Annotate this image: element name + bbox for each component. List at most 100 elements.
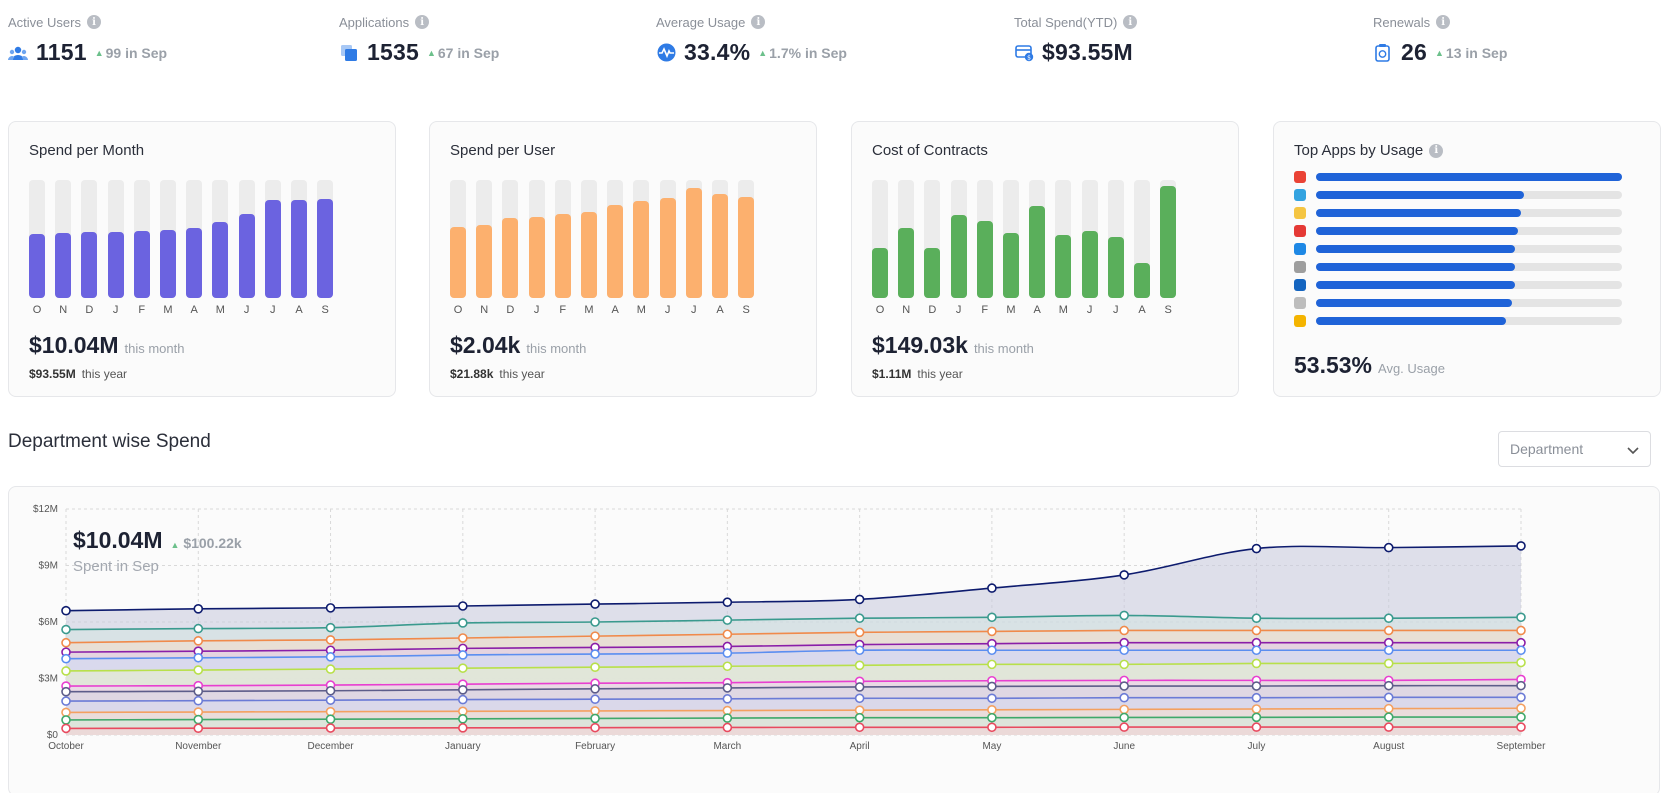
data-point <box>854 682 865 692</box>
data-point <box>61 637 71 648</box>
bar-label: M <box>215 304 225 316</box>
area-chart-svg: $0 $3M $6M $9M $12M October November December Ja… <box>33 504 1546 752</box>
info-icon[interactable]: i <box>1123 15 1138 29</box>
app-usage-row[interactable] <box>1294 276 1644 294</box>
app-usage-row[interactable] <box>1294 294 1644 312</box>
series-line <box>65 614 1522 631</box>
bar <box>1029 205 1046 298</box>
data-point <box>458 633 468 643</box>
card-top-apps: Top Apps by Usage i 53.53% Avg. Usage <box>1273 121 1661 397</box>
data-point <box>61 666 71 676</box>
data-point <box>590 599 600 609</box>
month-value: $10.04M <box>29 332 119 358</box>
kpi-label: Applications <box>339 14 410 30</box>
app-usage-row[interactable] <box>1294 312 1644 330</box>
department-select-value: Department <box>1510 441 1584 457</box>
data-point <box>1383 680 1394 691</box>
x-tick-label: October <box>48 741 84 752</box>
data-point <box>193 652 204 663</box>
data-point <box>1516 625 1526 636</box>
data-point <box>1516 612 1526 623</box>
bar <box>1055 235 1072 298</box>
data-point <box>854 722 865 733</box>
chart-headline: $10.04M ▲ $100.22k Spent in Sep <box>73 527 242 575</box>
data-point <box>1251 645 1262 656</box>
bar-track <box>633 180 650 298</box>
bar-label: J <box>664 304 671 316</box>
usage-track <box>1316 173 1622 181</box>
bar-label: O <box>453 304 463 316</box>
app-7-icon <box>1294 279 1306 291</box>
bar-label: J <box>1113 304 1119 316</box>
up-arrow-icon: ▲ <box>94 47 104 58</box>
app-usage-row[interactable] <box>1294 258 1644 276</box>
data-point <box>1119 610 1129 621</box>
data-point <box>722 713 733 723</box>
x-tick-label: August <box>1373 741 1404 752</box>
app-2-icon <box>1294 189 1306 201</box>
app-usage-row[interactable] <box>1294 204 1644 222</box>
data-point <box>1119 704 1129 715</box>
info-icon[interactable]: i <box>751 15 766 29</box>
avg-usage-sub: Avg. Usage <box>1378 361 1445 376</box>
bar <box>450 227 466 298</box>
kpi-delta: 99 in Sep <box>105 44 168 61</box>
bar-track <box>712 180 728 298</box>
kpi-delta: 67 in Sep <box>437 44 500 61</box>
usage-bar <box>1316 281 1515 289</box>
bar-track <box>1107 180 1124 298</box>
data-point <box>722 597 733 608</box>
bar <box>502 217 519 298</box>
x-tick-label: July <box>1248 741 1266 752</box>
data-point <box>458 601 468 611</box>
bar-label: M <box>584 304 594 316</box>
bar <box>633 201 650 298</box>
kpi-value: 33.4% <box>684 39 751 65</box>
bar-label: S <box>321 304 329 316</box>
data-point <box>722 683 733 693</box>
chart-headline-delta: $100.22k <box>183 535 242 551</box>
app-usage-row[interactable] <box>1294 186 1644 204</box>
usage-bar <box>1316 191 1525 199</box>
info-icon[interactable]: i <box>86 15 101 29</box>
app-usage-row[interactable] <box>1294 222 1644 240</box>
data-point <box>1251 704 1262 714</box>
data-point <box>325 622 336 633</box>
bar-label: O <box>875 304 885 316</box>
card-cost-of-contracts: Cost of Contracts O N D J F M A M J J A S $149.03k t… <box>851 121 1239 397</box>
month-value: $2.04k <box>450 332 521 358</box>
usage-bar <box>1316 173 1622 181</box>
info-icon[interactable]: i <box>1436 15 1451 29</box>
bar-track <box>950 180 967 298</box>
bar-track <box>685 180 702 298</box>
info-icon[interactable]: i <box>415 15 430 29</box>
bar <box>712 194 728 298</box>
department-select[interactable]: Department <box>1498 431 1651 467</box>
app-usage-row[interactable] <box>1294 168 1644 186</box>
svg-text:$: $ <box>1027 55 1031 62</box>
data-point <box>61 686 71 697</box>
bar-track <box>898 180 915 298</box>
bar <box>291 200 307 298</box>
data-point <box>1119 722 1129 732</box>
app-8-icon <box>1294 297 1306 309</box>
up-arrow-icon: ▲ <box>426 47 436 58</box>
bar-track <box>160 180 176 298</box>
bar-track <box>1003 180 1019 298</box>
data-point <box>458 723 468 733</box>
bar <box>81 231 98 298</box>
bar-label: S <box>1164 304 1172 316</box>
app-usage-row[interactable] <box>1294 240 1644 258</box>
bar-track <box>107 180 124 298</box>
bar <box>685 188 702 298</box>
series-line <box>65 545 1522 612</box>
info-icon[interactable]: i <box>1429 143 1444 158</box>
chart-headline-sub: Spent in Sep <box>73 558 159 575</box>
kpi-value: $93.55M <box>1042 39 1133 65</box>
bar <box>581 211 597 298</box>
kpi-label: Total Spend(YTD) <box>1014 14 1118 30</box>
data-point <box>987 659 997 670</box>
pulse-icon <box>656 43 676 63</box>
